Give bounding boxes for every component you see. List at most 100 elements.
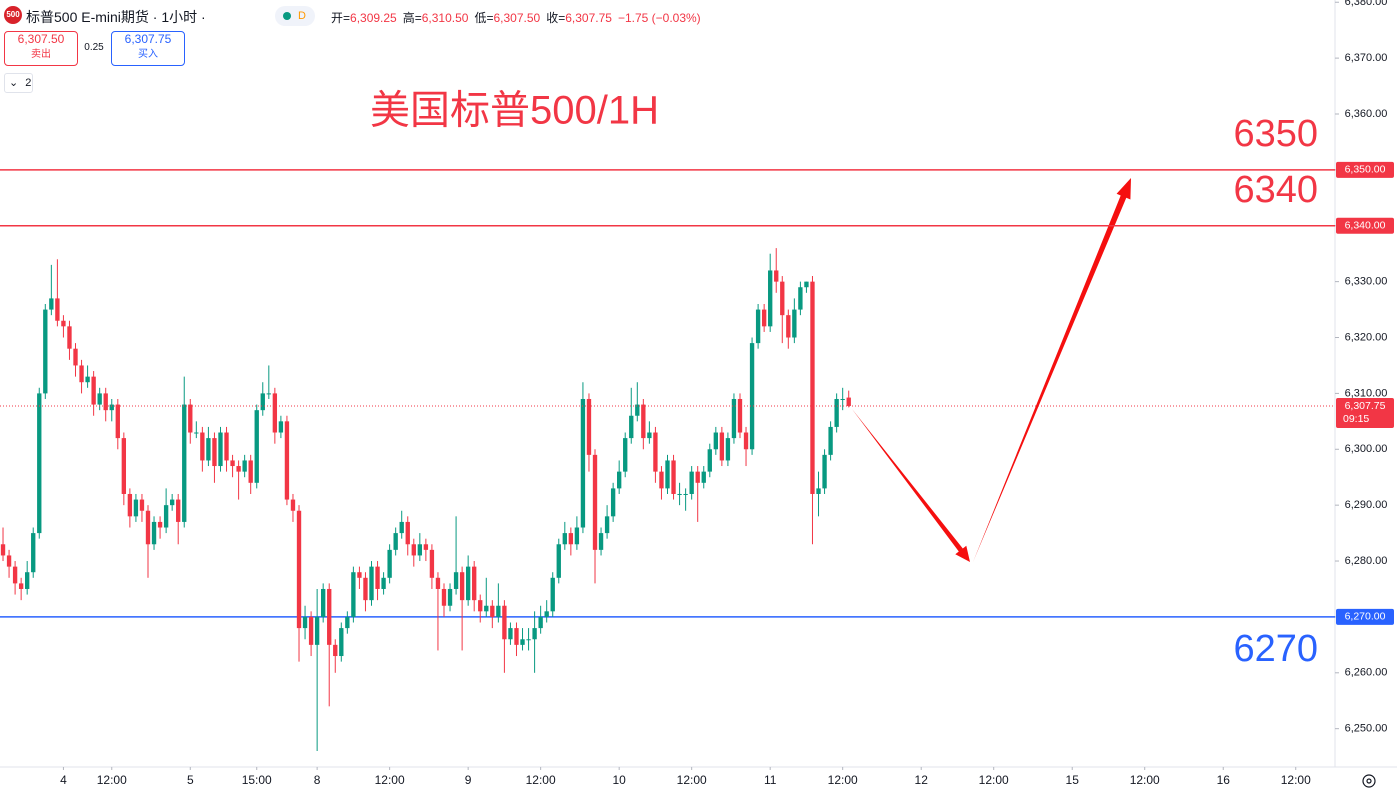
x-tick-label: 16 bbox=[1217, 773, 1231, 787]
countdown-label: 09:15 bbox=[1343, 413, 1369, 425]
candle-body bbox=[429, 549, 435, 578]
x-tick-label: 4 bbox=[60, 773, 67, 787]
candle-body bbox=[616, 471, 622, 489]
status-badge[interactable]: D bbox=[275, 6, 315, 26]
arrow-up bbox=[973, 178, 1131, 562]
candle-body bbox=[435, 577, 441, 589]
candle-body bbox=[357, 572, 362, 578]
settings-ring[interactable] bbox=[1362, 774, 1376, 788]
candle-body bbox=[212, 438, 217, 467]
candle-body bbox=[816, 488, 821, 494]
candle-body bbox=[713, 432, 719, 450]
candle-body bbox=[49, 298, 54, 310]
candle-body bbox=[37, 393, 42, 534]
candle-body bbox=[647, 432, 652, 439]
candle-body bbox=[6, 555, 12, 567]
candle-body bbox=[194, 432, 199, 434]
candle-body bbox=[188, 404, 193, 433]
candle-body bbox=[441, 588, 447, 606]
candle-body bbox=[248, 460, 253, 483]
candle-body bbox=[12, 566, 18, 584]
candle-body bbox=[145, 510, 151, 545]
y-tick-label: 6,300.00 bbox=[1345, 443, 1388, 455]
settings-hub[interactable] bbox=[1366, 778, 1372, 784]
candle-body bbox=[459, 572, 465, 601]
last-price-box bbox=[1336, 397, 1394, 428]
x-tick-label: 5 bbox=[187, 773, 194, 787]
buy-button[interactable]: 6,307.75 买入 bbox=[111, 31, 185, 66]
indicator-toggle[interactable]: ⌄ 2 bbox=[4, 73, 33, 93]
x-tick-label: 12:00 bbox=[97, 773, 127, 787]
candle-body bbox=[768, 270, 773, 327]
x-tick-label: 12:00 bbox=[677, 773, 707, 787]
candle-body bbox=[780, 281, 785, 316]
candle-body bbox=[405, 521, 410, 545]
axes: 6,250.00 6,260.00 6,270.00 6,280.00 6,290.00… bbox=[60, 0, 1387, 787]
candle-body bbox=[351, 572, 356, 617]
candle-body bbox=[484, 605, 489, 612]
level-axis-box bbox=[1336, 608, 1394, 625]
candle-body bbox=[121, 438, 127, 494]
candle-body bbox=[695, 471, 700, 483]
candle-body bbox=[272, 393, 278, 433]
candle-body bbox=[230, 460, 235, 467]
y-tick-label: 6,280.00 bbox=[1345, 555, 1388, 567]
candle-body bbox=[363, 577, 368, 601]
candle-body bbox=[381, 577, 386, 589]
candle-body bbox=[496, 605, 501, 617]
symbol-title[interactable]: 标普500 E-mini期货 · 1小时 · bbox=[26, 9, 206, 25]
candle-body bbox=[127, 493, 133, 517]
ohlc-value: 6,309.25 bbox=[350, 11, 397, 25]
y-tick-label: 6,380.00 bbox=[1345, 0, 1388, 8]
level-annotation: 6350 bbox=[1233, 113, 1318, 155]
x-tick-label: 12:00 bbox=[375, 773, 405, 787]
level-axis-label: 6,350.00 bbox=[1345, 164, 1386, 176]
candle-body bbox=[115, 404, 120, 439]
candle-body bbox=[61, 320, 66, 327]
candle-body bbox=[260, 393, 265, 411]
settings-icon[interactable] bbox=[1362, 774, 1376, 788]
level-axis-box bbox=[1336, 217, 1394, 234]
candle-body bbox=[236, 466, 241, 472]
indicator-count: 2 bbox=[25, 77, 32, 89]
candle-body bbox=[659, 471, 664, 489]
candle-body bbox=[308, 616, 314, 645]
candle-body bbox=[502, 605, 507, 640]
candle-body bbox=[302, 616, 308, 629]
candle-body bbox=[314, 616, 320, 645]
candles bbox=[0, 248, 851, 752]
level-annotation: 6340 bbox=[1233, 169, 1318, 211]
candle-body bbox=[514, 628, 519, 645]
symbol-logo[interactable]: 500 bbox=[4, 6, 22, 24]
market-dot bbox=[283, 12, 291, 21]
sell-price: 6,307.50 bbox=[17, 32, 65, 46]
sell-button[interactable]: 6,307.50 卖出 bbox=[4, 31, 78, 66]
candle-body bbox=[278, 421, 284, 433]
candle-body bbox=[411, 544, 416, 556]
candle-body bbox=[387, 549, 392, 578]
candle-body bbox=[526, 639, 531, 641]
candle-body bbox=[55, 298, 60, 321]
y-tick-label: 6,310.00 bbox=[1345, 387, 1388, 399]
x-tick-label: 9 bbox=[465, 773, 472, 787]
chevron: ⌄ bbox=[9, 77, 19, 89]
ohlc-value: 6,307.50 bbox=[493, 11, 541, 25]
level-axis-label: 6,340.00 bbox=[1345, 220, 1386, 232]
delay-badge: D bbox=[298, 10, 306, 22]
x-tick-label: 15 bbox=[1066, 773, 1080, 787]
candle-body bbox=[133, 499, 139, 517]
candle-body bbox=[43, 309, 48, 394]
candle-body bbox=[97, 393, 102, 405]
candle-body bbox=[550, 577, 555, 612]
candle-body bbox=[284, 421, 290, 500]
x-tick-label: 10 bbox=[612, 773, 626, 787]
candle-body bbox=[623, 438, 628, 472]
ohlc-value: 6,307.75 bbox=[565, 11, 612, 25]
candle-body bbox=[163, 505, 169, 528]
candle-body bbox=[562, 533, 567, 545]
y-tick-label: 6,360.00 bbox=[1345, 108, 1388, 120]
annotation-arrows bbox=[852, 178, 1131, 562]
chart-title: 美国标普500/1H bbox=[370, 89, 659, 133]
candle-body bbox=[169, 499, 175, 506]
